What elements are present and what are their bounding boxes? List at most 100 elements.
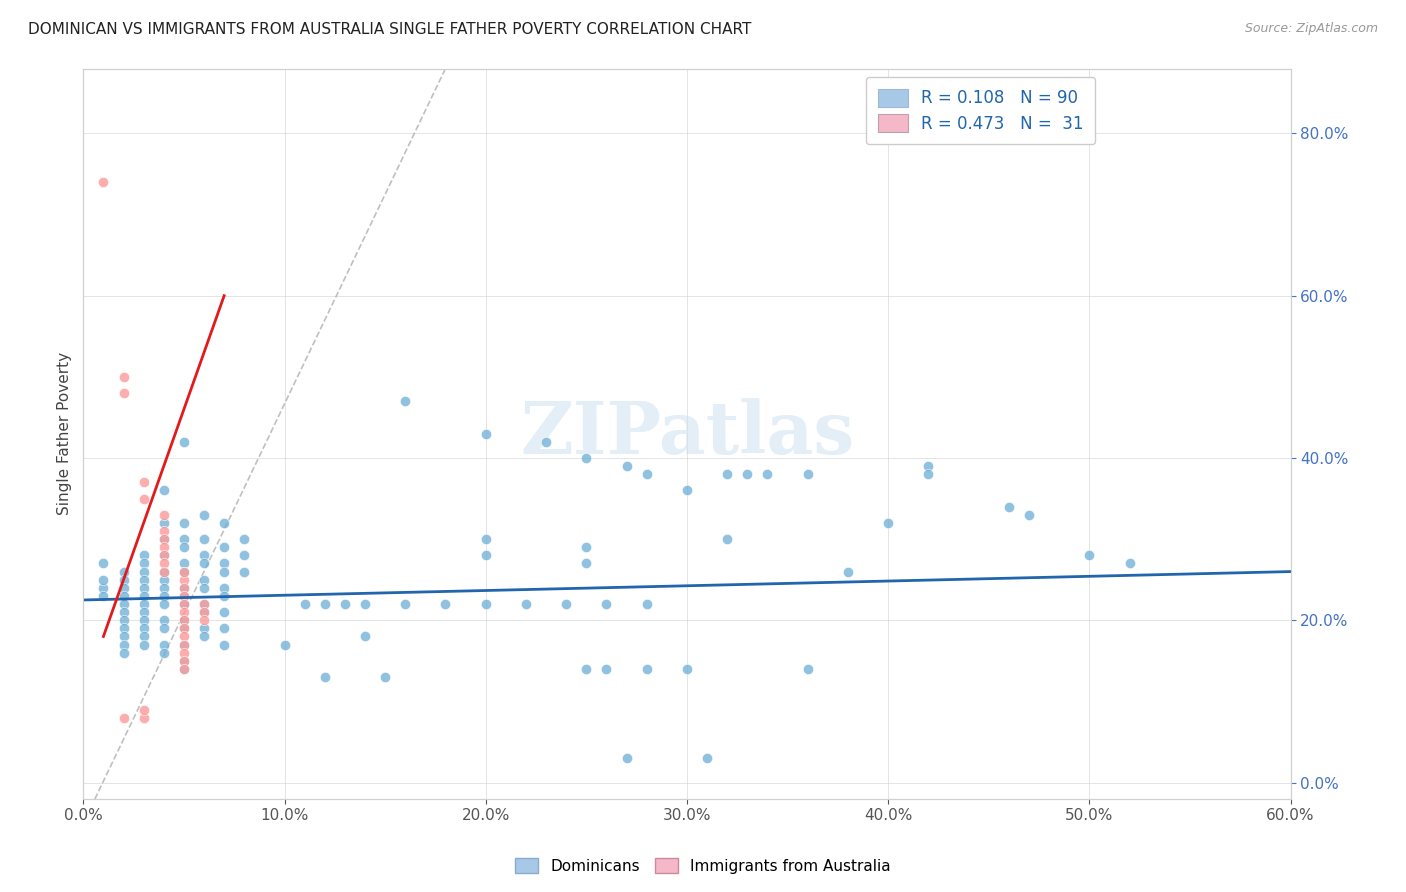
Point xyxy=(193,630,215,644)
Point xyxy=(112,613,135,627)
Point xyxy=(474,549,496,563)
Point xyxy=(173,597,195,611)
Point xyxy=(877,516,900,530)
Point xyxy=(152,573,174,587)
Point xyxy=(575,557,598,571)
Point xyxy=(193,573,215,587)
Point xyxy=(132,613,155,627)
Point xyxy=(112,646,135,660)
Point xyxy=(737,467,759,482)
Point xyxy=(636,662,658,676)
Point xyxy=(193,605,215,619)
Point xyxy=(796,662,818,676)
Point xyxy=(132,549,155,563)
Point xyxy=(132,491,155,506)
Point xyxy=(354,597,377,611)
Point xyxy=(212,557,235,571)
Point xyxy=(173,662,195,676)
Point xyxy=(112,630,135,644)
Point xyxy=(132,475,155,490)
Point xyxy=(716,532,738,546)
Point xyxy=(434,597,457,611)
Point xyxy=(1078,549,1101,563)
Point xyxy=(112,589,135,603)
Point xyxy=(152,524,174,538)
Point xyxy=(193,557,215,571)
Point xyxy=(112,369,135,384)
Point xyxy=(93,573,115,587)
Point xyxy=(173,589,195,603)
Point xyxy=(152,638,174,652)
Point xyxy=(132,557,155,571)
Point xyxy=(152,549,174,563)
Point xyxy=(193,621,215,635)
Point xyxy=(998,500,1021,514)
Point xyxy=(796,467,818,482)
Point xyxy=(173,573,195,587)
Point xyxy=(93,589,115,603)
Point xyxy=(173,581,195,595)
Text: Source: ZipAtlas.com: Source: ZipAtlas.com xyxy=(1244,22,1378,36)
Point xyxy=(212,589,235,603)
Point xyxy=(132,621,155,635)
Point xyxy=(212,581,235,595)
Point xyxy=(132,711,155,725)
Point xyxy=(716,467,738,482)
Point xyxy=(474,532,496,546)
Point xyxy=(575,540,598,554)
Point xyxy=(212,540,235,554)
Point xyxy=(193,613,215,627)
Point xyxy=(152,581,174,595)
Point xyxy=(474,597,496,611)
Point xyxy=(152,565,174,579)
Point xyxy=(152,613,174,627)
Point xyxy=(152,646,174,660)
Point xyxy=(173,621,195,635)
Point xyxy=(152,508,174,522)
Point xyxy=(173,613,195,627)
Point xyxy=(193,581,215,595)
Point xyxy=(233,565,256,579)
Point xyxy=(193,597,215,611)
Point xyxy=(173,532,195,546)
Point xyxy=(152,589,174,603)
Point xyxy=(193,549,215,563)
Point xyxy=(112,573,135,587)
Point xyxy=(212,565,235,579)
Point xyxy=(173,646,195,660)
Point xyxy=(132,638,155,652)
Point xyxy=(173,621,195,635)
Point xyxy=(173,654,195,668)
Point xyxy=(515,597,537,611)
Point xyxy=(1018,508,1040,522)
Point xyxy=(212,621,235,635)
Point xyxy=(676,483,699,498)
Point xyxy=(132,565,155,579)
Point xyxy=(152,621,174,635)
Point xyxy=(173,589,195,603)
Point xyxy=(575,662,598,676)
Point xyxy=(193,508,215,522)
Point xyxy=(294,597,316,611)
Point xyxy=(474,426,496,441)
Point xyxy=(1118,557,1140,571)
Point xyxy=(555,597,578,611)
Point xyxy=(676,662,699,676)
Point xyxy=(173,662,195,676)
Point xyxy=(112,581,135,595)
Point xyxy=(112,605,135,619)
Point xyxy=(314,670,336,684)
Point xyxy=(93,581,115,595)
Point xyxy=(756,467,779,482)
Point xyxy=(132,702,155,716)
Point xyxy=(917,459,939,474)
Point xyxy=(152,532,174,546)
Point xyxy=(394,597,416,611)
Point xyxy=(93,175,115,189)
Text: DOMINICAN VS IMMIGRANTS FROM AUSTRALIA SINGLE FATHER POVERTY CORRELATION CHART: DOMINICAN VS IMMIGRANTS FROM AUSTRALIA S… xyxy=(28,22,751,37)
Point xyxy=(534,434,557,449)
Legend: R = 0.108   N = 90, R = 0.473   N =  31: R = 0.108 N = 90, R = 0.473 N = 31 xyxy=(866,77,1095,145)
Point xyxy=(917,467,939,482)
Point xyxy=(152,540,174,554)
Point xyxy=(696,751,718,765)
